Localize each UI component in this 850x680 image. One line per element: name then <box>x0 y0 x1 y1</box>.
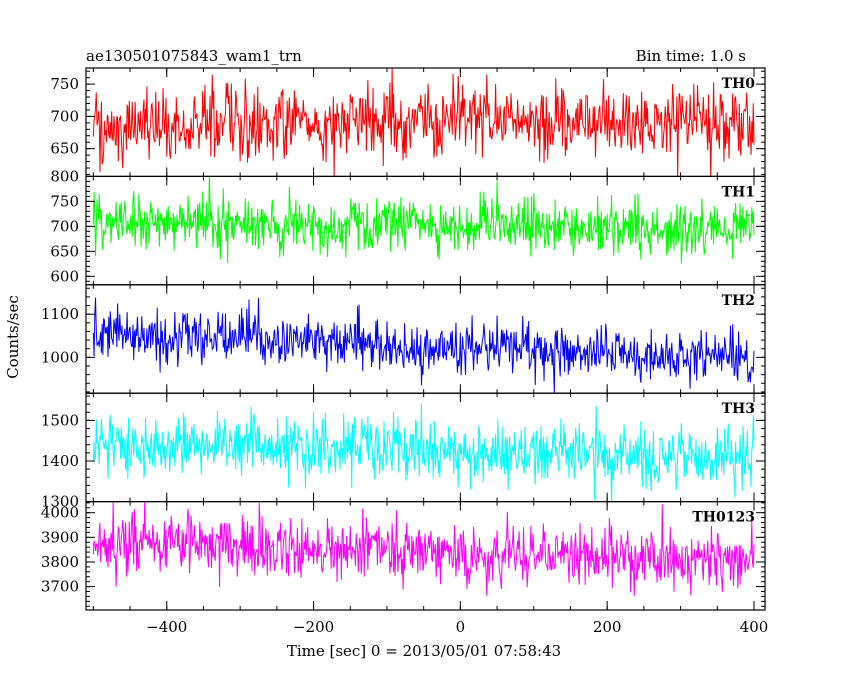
series-line-th1 <box>92 176 755 264</box>
x-tick-label: 200 <box>593 618 622 636</box>
y-tick-label: 750 <box>50 192 79 210</box>
y-tick-label: 700 <box>50 217 79 235</box>
y-tick-label: 650 <box>50 242 79 260</box>
y-tick-label: 4000 <box>41 504 79 522</box>
y-tick-label: 600 <box>50 267 79 285</box>
panel-th2: 1000 1100 TH2 <box>41 284 766 394</box>
chart-title-right: Bin time: 1.0 s <box>636 47 746 65</box>
x-tick-label: −200 <box>293 618 334 636</box>
panel-th1: 600 650 700 750 800 TH1 <box>50 167 766 286</box>
panel-label: TH0 <box>722 76 756 92</box>
y-tick-label: 750 <box>50 75 79 93</box>
panels-group: 650 700 750 TH0 600 650 700 750 800 TH1 1000 1100 TH… <box>41 67 766 611</box>
y-tick-label: 3700 <box>41 578 79 596</box>
y-tick-label: 800 <box>50 167 79 185</box>
y-axis-title: Counts/sec <box>4 295 22 379</box>
y-tick-label: 1400 <box>41 452 79 470</box>
y-tick-label: 3800 <box>41 553 79 571</box>
x-tick-label: 400 <box>740 618 769 636</box>
panel-label: TH1 <box>722 184 755 200</box>
y-tick-label: 3900 <box>41 528 79 546</box>
panel-th0: 650 700 750 TH0 <box>50 67 766 178</box>
chart-title-left: ae130501075843_wam1_trn <box>86 47 302 65</box>
series-line-th0 <box>92 68 755 177</box>
y-tick-label: 650 <box>50 140 79 158</box>
panel-label: TH2 <box>722 293 755 309</box>
x-axis-title: Time [sec] 0 = 2013/05/01 07:58:43 <box>287 642 561 660</box>
panel-frame <box>85 501 766 611</box>
y-tick-label: 1300 <box>41 493 79 511</box>
series-line-th2 <box>92 297 755 393</box>
series-line-th0123 <box>92 501 755 596</box>
x-tick-label: 0 <box>456 618 466 636</box>
series-line-th3 <box>92 403 755 502</box>
y-tick-label: 1000 <box>41 348 79 366</box>
panel-th0123: 3700 3800 3900 4000 TH0123 <box>41 501 766 611</box>
x-axis: −400 −200 0 200 400 <box>146 618 768 636</box>
y-tick-label: 1100 <box>41 305 79 323</box>
panel-th3: 1300 1400 1500 TH3 <box>41 392 766 511</box>
y-tick-label: 700 <box>50 107 79 125</box>
panel-label: TH0123 <box>692 510 755 526</box>
y-tick-label: 1500 <box>41 411 79 429</box>
x-tick-label: −400 <box>146 618 187 636</box>
panel-label: TH3 <box>722 401 755 417</box>
